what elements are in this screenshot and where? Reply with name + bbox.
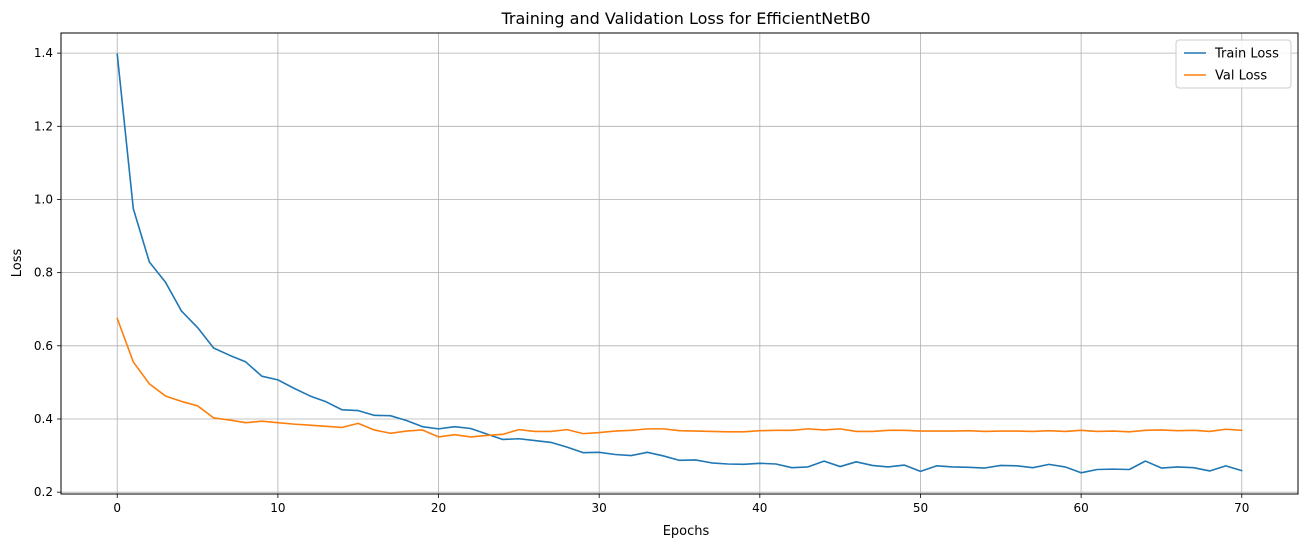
y-axis-label: Loss bbox=[10, 249, 25, 278]
y-tick-label: 0.2 bbox=[34, 485, 53, 499]
x-tick-label: 60 bbox=[1073, 501, 1088, 515]
y-tick-label: 1.2 bbox=[34, 119, 53, 133]
x-tick-label: 50 bbox=[913, 501, 928, 515]
legend-label: Train Loss bbox=[1214, 47, 1279, 62]
plot-frame bbox=[60, 32, 1299, 495]
x-tick-label: 70 bbox=[1234, 501, 1249, 515]
x-tick-label: 10 bbox=[270, 501, 285, 515]
x-tick-label: 30 bbox=[592, 501, 607, 515]
x-tick-label: 40 bbox=[752, 501, 767, 515]
x-axis-label: Epochs bbox=[663, 524, 710, 539]
series-lines bbox=[116, 53, 1243, 474]
legend-box bbox=[1175, 39, 1292, 89]
legend: Train Loss Val Loss bbox=[1175, 39, 1292, 89]
y-tick-label: 0.8 bbox=[34, 266, 53, 280]
grid bbox=[61, 33, 1298, 494]
series-line-train-loss bbox=[116, 53, 1243, 474]
y-tick-label: 0.4 bbox=[34, 412, 53, 426]
legend-label: Val Loss bbox=[1215, 69, 1267, 84]
y-tick-label: 0.6 bbox=[34, 339, 53, 353]
series-line-val-loss bbox=[116, 317, 1243, 438]
chart-title: Training and Validation Loss for Efficie… bbox=[500, 9, 870, 28]
axis-ticks: 0 10 20 30 40 50 60 70 0.2 0.4 0.6 0.8 1.0 1.2 1.4 bbox=[34, 46, 1250, 515]
x-tick-label: 0 bbox=[113, 501, 121, 515]
x-tick-label: 20 bbox=[431, 501, 446, 515]
y-tick-label: 1.0 bbox=[34, 192, 53, 206]
y-tick-label: 1.4 bbox=[34, 46, 53, 60]
